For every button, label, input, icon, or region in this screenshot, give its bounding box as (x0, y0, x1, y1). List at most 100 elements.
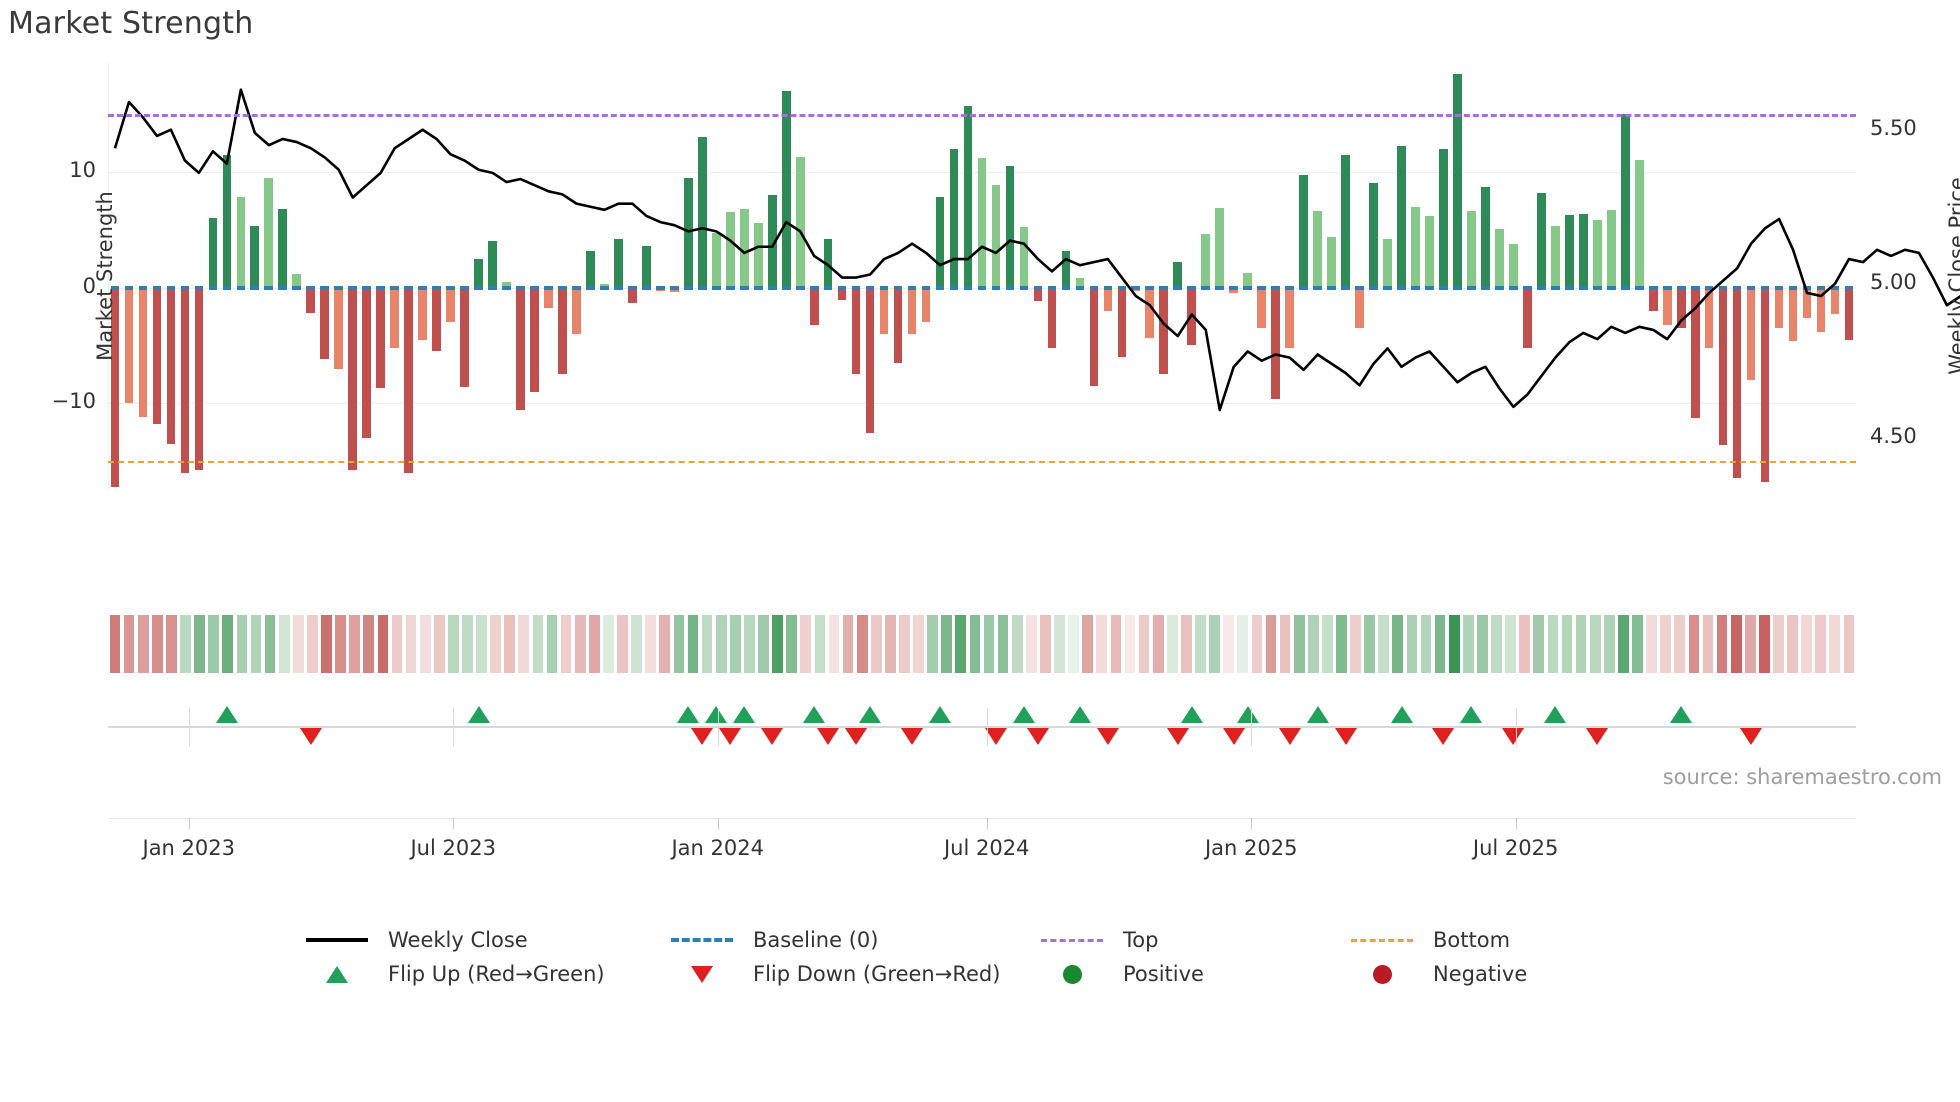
solid-line-black-icon (300, 929, 374, 951)
baseline-cap (949, 285, 959, 290)
baseline-cap (152, 285, 162, 290)
baseline-cap (963, 285, 973, 290)
heatmap-cell (842, 615, 854, 673)
flip-down-marker (299, 728, 322, 745)
heatmap-cell (1505, 615, 1516, 673)
heatmap-cell (997, 615, 1009, 673)
heatmap-cell (603, 615, 614, 673)
dotted-line-purple-icon (1035, 929, 1109, 951)
dotted-line-orange-icon (1345, 929, 1419, 951)
baseline-cap (1243, 285, 1253, 290)
legend-item[interactable]: Positive (1035, 962, 1345, 986)
heatmap-cell (518, 615, 530, 673)
strength-bar (1648, 287, 1658, 311)
strength-bar (558, 287, 567, 375)
strength-bar (1718, 287, 1728, 445)
heatmap-cell (391, 615, 403, 673)
heatmap-cell (1843, 615, 1855, 673)
flip-band-tick (1251, 708, 1253, 746)
baseline-cap (488, 285, 497, 290)
heatmap-cell (1040, 615, 1051, 673)
baseline-cap (1383, 285, 1392, 290)
legend-item[interactable]: Flip Up (Red→Green) (300, 962, 665, 986)
baseline-cap (194, 285, 204, 290)
bottom-reference-line (108, 461, 1856, 464)
baseline-cap (418, 285, 427, 290)
strength-bar (628, 287, 637, 303)
heatmap-cell (462, 615, 473, 673)
strength-bar (1271, 287, 1280, 399)
baseline-cap (1774, 285, 1784, 290)
baseline-cap (236, 285, 246, 290)
baseline-cap (334, 285, 344, 290)
strength-bar (1788, 287, 1798, 341)
heatmap-cell (1181, 615, 1192, 673)
legend-item[interactable]: Weekly Close (300, 928, 665, 952)
flip-down-marker (1222, 728, 1245, 745)
strength-bar (1355, 287, 1364, 329)
baseline-cap (823, 285, 833, 290)
heatmap-cell (433, 615, 445, 673)
flip-down-marker (691, 728, 714, 745)
weekly-strength-heatmap-strip (108, 615, 1856, 673)
baseline-cap (1816, 285, 1826, 290)
heatmap-cell (490, 615, 501, 673)
heatmap-cell (560, 615, 572, 673)
heatmap-cell (1730, 615, 1742, 673)
right-axis-label: Weekly Close Price (1945, 177, 1960, 375)
baseline-cap (684, 285, 693, 290)
legend-item-label: Flip Down (Green→Red) (753, 962, 1001, 986)
baseline-cap (1676, 285, 1686, 290)
weekly-close-line-overlay (113, 88, 1960, 412)
heatmap-cell (588, 615, 600, 673)
heatmap-cell (1096, 615, 1108, 673)
heatmap-cell (1815, 615, 1827, 673)
heatmap-cell (278, 615, 290, 673)
baseline-cap (1019, 285, 1029, 290)
flip-up-marker (859, 706, 882, 723)
baseline-cap (1187, 285, 1197, 290)
baseline-cap (851, 285, 861, 290)
legend-item[interactable]: Negative (1345, 962, 1640, 986)
heatmap-cell (1138, 615, 1150, 673)
baseline-cap (432, 285, 441, 290)
baseline-cap (166, 285, 176, 290)
baseline-cap (837, 285, 847, 290)
baseline-cap (138, 285, 148, 290)
heatmap-cell (1420, 615, 1432, 673)
heatmap-cell (1561, 615, 1573, 673)
source-attribution: source: sharemaestro.com (1662, 765, 1942, 789)
baseline-cap (1704, 285, 1714, 290)
heatmap-cell (180, 615, 191, 673)
strength-bar (1467, 211, 1476, 288)
baseline-cap (935, 285, 945, 290)
baseline-cap (1760, 285, 1770, 290)
heatmap-cell (1547, 615, 1559, 673)
flip-down-marker (1502, 728, 1525, 745)
legend-item[interactable]: Baseline (0) (665, 928, 1035, 952)
baseline-cap (1537, 285, 1546, 290)
legend-item[interactable]: Top (1035, 928, 1345, 952)
strength-bar (991, 184, 1001, 288)
baseline-cap (1844, 285, 1854, 290)
strength-bar (530, 287, 539, 392)
flip-down-marker (1166, 728, 1189, 745)
baseline-cap (1327, 285, 1336, 290)
triangle-down-red-glyph (691, 965, 713, 983)
strength-bar (488, 241, 497, 288)
strength-bar (1369, 183, 1378, 288)
heatmap-cell (1279, 615, 1291, 673)
strength-bar (180, 287, 190, 473)
flip-band-tick (986, 708, 988, 746)
baseline-cap (1523, 285, 1532, 290)
heatmap-cell (1589, 615, 1601, 673)
baseline-cap (656, 285, 665, 290)
heatmap-cell (1603, 615, 1615, 673)
baseline-cap (502, 285, 511, 290)
baseline-cap (1453, 285, 1462, 290)
legend-item[interactable]: Flip Down (Green→Red) (665, 962, 1035, 986)
legend-item[interactable]: Bottom (1345, 928, 1640, 952)
heatmap-cell (1195, 615, 1206, 673)
baseline-cap (1718, 285, 1728, 290)
strength-bar (1313, 211, 1322, 288)
